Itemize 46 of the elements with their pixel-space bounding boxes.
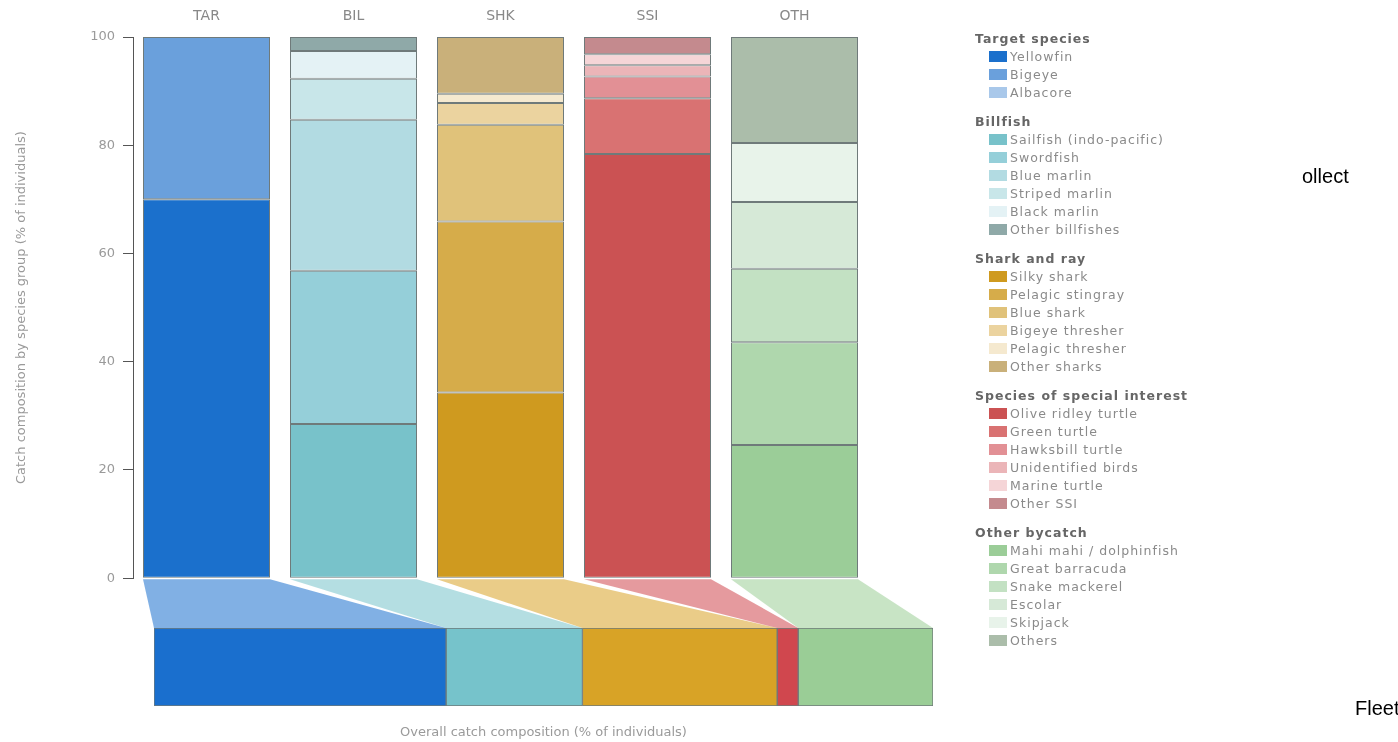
y-axis-title: Catch composition by species group (% of individuals) [13,131,29,485]
y-tick-label: 0 [106,569,115,585]
legend-label: Blue marlin [1009,167,1094,185]
legend-label: Other sharks [1009,358,1104,376]
x-tick-label: OTH [779,7,810,24]
legend-label: Others [1009,632,1059,650]
legend-label: Blue shark [1009,304,1088,322]
legend-label: Sailfish (indo-pacific) [1009,131,1165,149]
x-axis-title: Overall catch composition (% of individuals) [400,723,687,739]
legend-label: Other SSI [1009,495,1080,513]
legend-label: Yellowfin [1009,48,1075,66]
legend-label: Swordfish [1009,149,1081,167]
text: Other bycatch [975,524,1089,542]
text: ollect [1302,165,1349,188]
y-tick-label: 20 [98,461,115,477]
legend-label: Pelagic stingray [1009,286,1127,304]
legend-label: Black marlin [1009,203,1101,221]
legend-label: Pelagic thresher [1009,340,1128,358]
text: Species of special interest [975,387,1189,405]
legend-label: Silky shark [1009,268,1090,286]
legend-label: Bigeye [1009,66,1060,84]
legend-label: Mahi mahi / dolphinfish [1009,542,1180,560]
y-tick-label: 80 [98,136,115,152]
legend-label: Hawksbill turtle [1009,441,1125,459]
x-tick-label: SHK [486,7,516,24]
legend-label: Skipjack [1009,614,1071,632]
text: Target species [975,30,1092,48]
legend-label: Bigeye thresher [1009,322,1126,340]
legend-label: Striped marlin [1009,185,1114,203]
legend-label: Marine turtle [1009,477,1105,495]
text: Billfish [975,113,1033,131]
y-tick-label: 60 [98,244,115,260]
x-tick-label: SSI [636,7,659,24]
legend-label: Unidentified birds [1009,459,1140,477]
y-tick-label: 40 [98,353,115,369]
legend-label: Green turtle [1009,423,1099,441]
legend-label: Albacore [1009,84,1074,102]
x-tick-label: BIL [342,7,365,24]
legend-label: Escolar [1009,596,1064,614]
y-tick-label: 100 [90,28,115,44]
legend-label: Other billfishes [1009,221,1122,239]
legend-label: Great barracuda [1009,560,1129,578]
legend-label: Snake mackerel [1009,578,1125,596]
x-tick-label: TAR [192,7,221,24]
text: Shark and ray [975,250,1088,268]
legend-label: Olive ridley turtle [1009,405,1139,423]
